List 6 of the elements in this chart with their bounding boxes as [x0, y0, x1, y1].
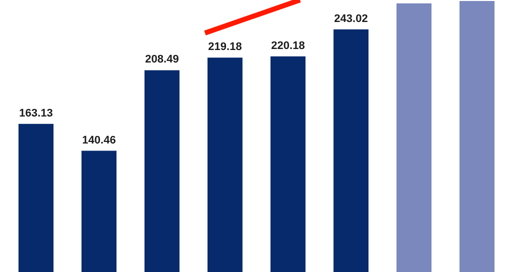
- data-label: 219.18: [208, 41, 242, 54]
- data-label: 208.49: [145, 54, 179, 66]
- data-label: 220.18: [271, 40, 305, 52]
- data-label: 243.02: [334, 12, 368, 25]
- data-label: 140.46: [82, 134, 116, 146]
- data-label: 163.13: [19, 107, 53, 120]
